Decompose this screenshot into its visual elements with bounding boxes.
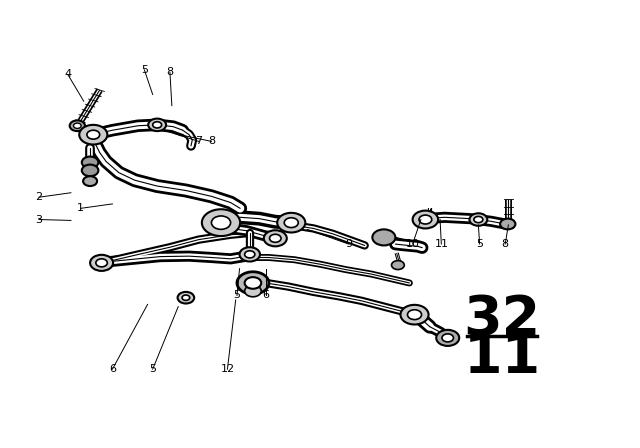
Circle shape — [202, 209, 240, 236]
Text: 8: 8 — [502, 239, 509, 249]
Circle shape — [74, 123, 81, 129]
Circle shape — [79, 125, 108, 145]
Circle shape — [401, 305, 429, 324]
Text: 11: 11 — [463, 331, 541, 385]
Text: 12: 12 — [220, 364, 234, 374]
Text: 1: 1 — [77, 203, 84, 213]
Circle shape — [277, 213, 305, 233]
Circle shape — [70, 121, 85, 131]
Circle shape — [177, 292, 194, 303]
Circle shape — [264, 230, 287, 246]
Circle shape — [408, 310, 422, 319]
Circle shape — [244, 251, 255, 258]
Text: 2: 2 — [35, 192, 43, 202]
Circle shape — [244, 285, 261, 297]
Text: 10: 10 — [406, 239, 420, 249]
Circle shape — [96, 259, 108, 267]
Text: 5: 5 — [234, 290, 241, 301]
Circle shape — [436, 330, 460, 346]
Circle shape — [284, 218, 298, 228]
Circle shape — [244, 277, 261, 289]
Text: 5: 5 — [149, 364, 156, 374]
Text: 6: 6 — [109, 364, 116, 374]
Circle shape — [419, 215, 432, 224]
Text: 11: 11 — [435, 239, 449, 249]
Circle shape — [82, 164, 99, 176]
Text: 3: 3 — [35, 215, 42, 224]
Circle shape — [90, 255, 113, 271]
Text: 4: 4 — [64, 69, 71, 79]
Text: 5: 5 — [476, 239, 483, 249]
Circle shape — [237, 272, 269, 294]
Text: 6: 6 — [262, 290, 269, 301]
Circle shape — [469, 213, 487, 226]
Circle shape — [269, 234, 281, 242]
Text: 9: 9 — [345, 239, 352, 249]
Text: 7: 7 — [195, 136, 202, 146]
Circle shape — [148, 119, 166, 131]
Circle shape — [82, 156, 99, 168]
Text: 5: 5 — [141, 65, 148, 75]
Circle shape — [153, 122, 162, 128]
Circle shape — [392, 261, 404, 270]
Circle shape — [83, 176, 97, 186]
Circle shape — [239, 247, 260, 262]
Circle shape — [372, 229, 396, 246]
Text: 8: 8 — [208, 136, 215, 146]
Text: 8: 8 — [166, 67, 173, 77]
Text: 32: 32 — [463, 293, 541, 347]
Circle shape — [87, 130, 100, 139]
Circle shape — [442, 334, 454, 342]
Circle shape — [211, 216, 230, 229]
Circle shape — [182, 295, 189, 300]
Circle shape — [413, 211, 438, 228]
Circle shape — [500, 219, 515, 229]
Circle shape — [474, 216, 483, 223]
